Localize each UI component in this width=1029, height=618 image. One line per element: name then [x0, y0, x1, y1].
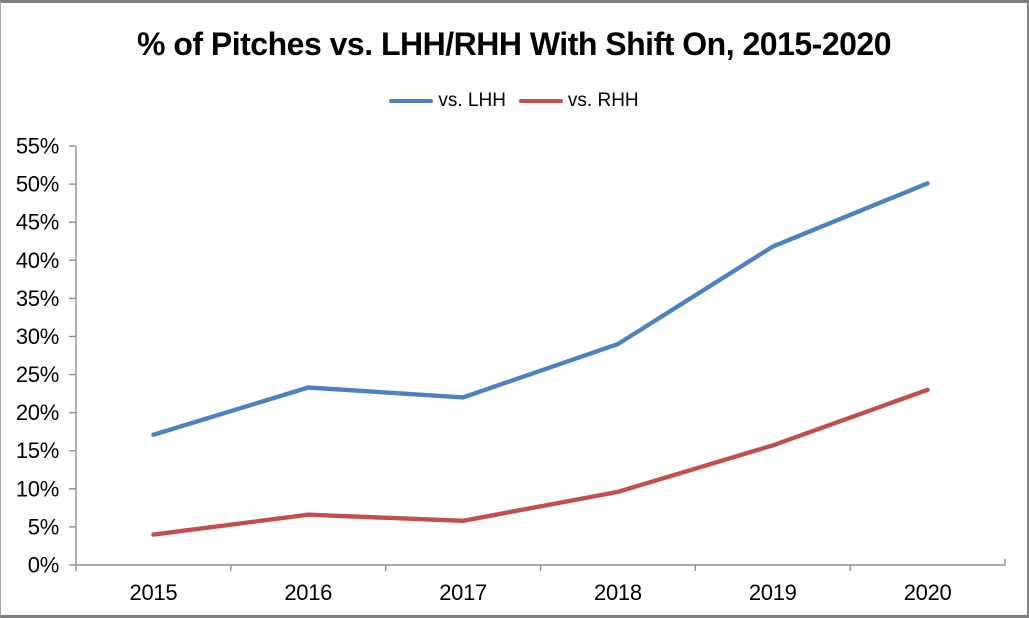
y-axis-tick-label: 55% [16, 134, 59, 159]
line-chart-plot-area: 0% 5% 10% 15% 20% 25% 30% 35% 40% 45% 50% 55% 2015 20… [16, 134, 1006, 605]
y-axis-tick-label: 45% [16, 210, 59, 235]
y-axis-tick-label: 25% [16, 362, 59, 387]
x-axis-category-label: 2020 [904, 580, 952, 605]
x-axis-category-label: 2015 [130, 580, 178, 605]
y-axis-tick-label: 35% [16, 286, 59, 311]
y-axis-tick-label: 15% [16, 438, 59, 463]
y-axis-tick-label: 40% [16, 248, 59, 273]
y-axis-tick-label: 20% [16, 400, 59, 425]
x-axis-category-label: 2017 [439, 580, 487, 605]
lhh-line-swatch-icon [389, 98, 434, 104]
rhh-line-swatch-icon [518, 98, 563, 104]
y-axis-tick-label: 5% [28, 514, 59, 539]
y-axis-tick-label: 0% [28, 553, 59, 578]
x-axis-category-label: 2016 [284, 580, 332, 605]
chart-title: % of Pitches vs. LHH/RHH With Shift On, … [136, 26, 892, 62]
x-axis-category-label: 2018 [594, 580, 642, 605]
y-axis-tick-label: 50% [16, 172, 59, 197]
series-line-vslhh[interactable] [151, 181, 930, 437]
y-axis-tick-label: 30% [16, 324, 59, 349]
y-axis-tick-label: 10% [16, 476, 59, 501]
legend-item-lhh[interactable]: vs. LHH [389, 89, 506, 113]
legend-item-rhh[interactable]: vs. RHH [518, 89, 639, 113]
x-axis-category-label: 2019 [749, 580, 797, 605]
series-line-vsrhh[interactable] [151, 387, 930, 537]
legend-label-rhh: vs. RHH [567, 90, 639, 111]
chart-legend: vs. LHH vs. RHH [1, 89, 1027, 113]
legend-label-lhh: vs. LHH [438, 90, 506, 111]
